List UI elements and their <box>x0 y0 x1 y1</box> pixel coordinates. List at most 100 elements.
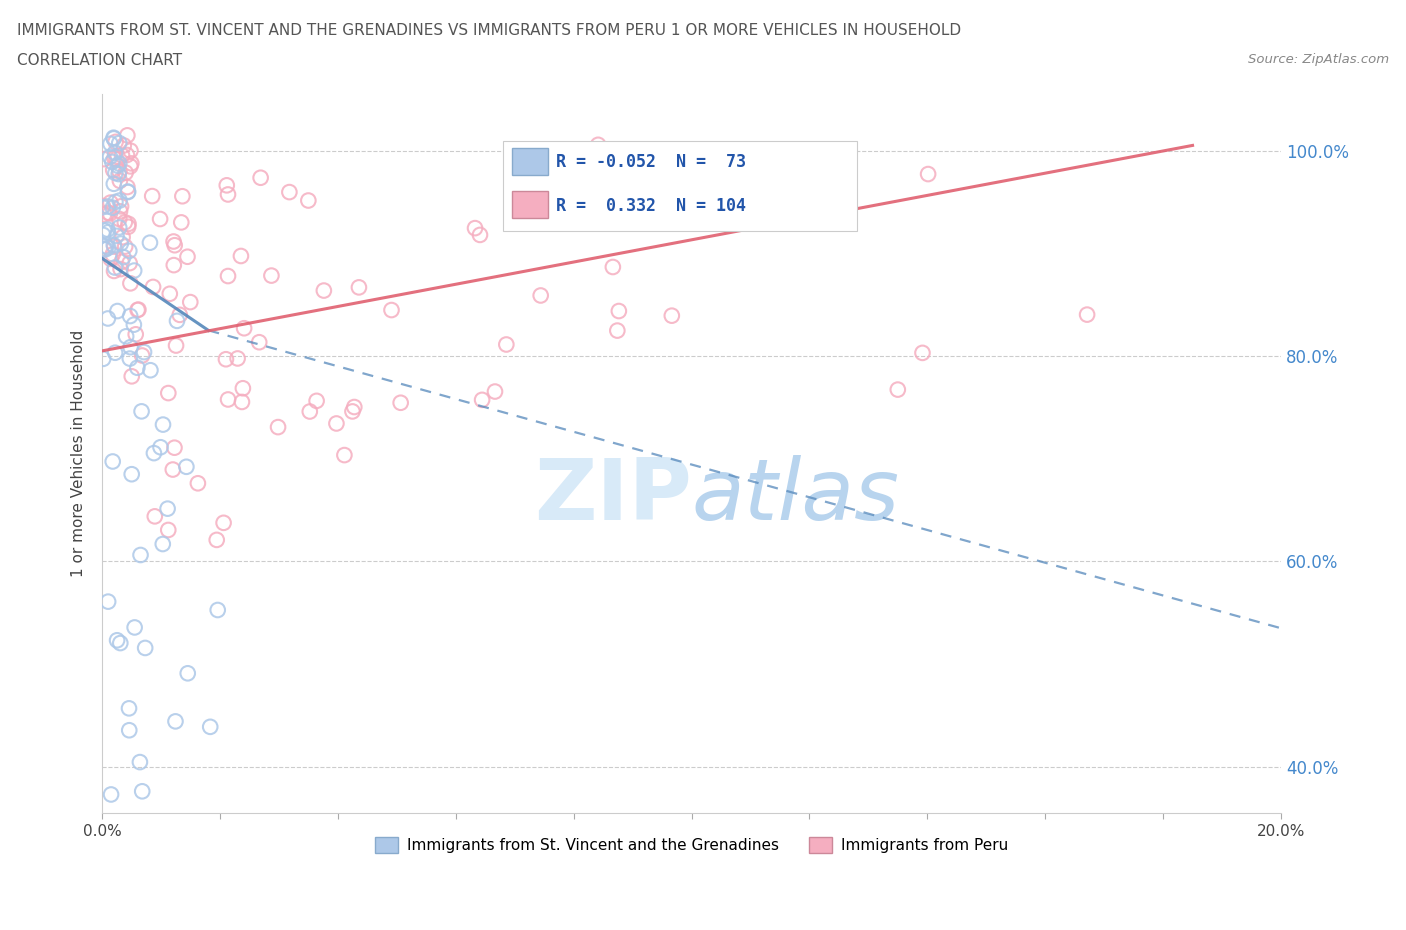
Point <box>215 178 238 193</box>
Point <box>105 152 128 166</box>
Point <box>97 206 120 220</box>
Point <box>187 476 209 491</box>
Point <box>215 352 238 366</box>
Point <box>217 392 239 407</box>
Point <box>342 404 364 418</box>
Point <box>93 242 115 257</box>
Point <box>120 143 142 158</box>
Point <box>205 533 228 548</box>
Point <box>607 303 630 318</box>
Point <box>103 239 125 254</box>
Point <box>111 148 134 163</box>
Point <box>139 235 162 250</box>
Point <box>602 259 624 274</box>
Point <box>247 335 270 350</box>
Point <box>103 177 125 192</box>
Point <box>162 462 184 477</box>
Point <box>347 280 370 295</box>
Point <box>104 260 127 275</box>
Point <box>93 223 115 238</box>
Point <box>586 138 609 153</box>
Point <box>107 158 129 173</box>
Point <box>124 620 146 635</box>
Point <box>229 248 252 263</box>
Point <box>108 204 131 219</box>
Point <box>117 179 139 194</box>
Point <box>114 166 136 180</box>
Point <box>94 242 117 257</box>
Point <box>103 263 125 278</box>
Point <box>129 548 152 563</box>
Point <box>389 395 412 410</box>
Point <box>149 211 172 226</box>
Point <box>125 326 148 341</box>
Point <box>91 200 114 215</box>
Point <box>298 404 321 418</box>
FancyBboxPatch shape <box>503 140 856 231</box>
Point <box>121 467 143 482</box>
Point <box>165 339 187 353</box>
Point <box>108 173 131 188</box>
Point <box>114 215 136 230</box>
Point <box>139 363 162 378</box>
Text: R =  0.332  N = 104: R = 0.332 N = 104 <box>555 196 747 215</box>
Bar <box>512 192 548 219</box>
Point <box>91 352 114 366</box>
Point <box>114 239 136 254</box>
Point <box>231 394 253 409</box>
Point <box>118 244 141 259</box>
Point <box>142 445 165 460</box>
Point <box>104 194 127 209</box>
Text: CORRELATION CHART: CORRELATION CHART <box>17 53 181 68</box>
Point <box>91 228 114 243</box>
Point <box>117 184 139 199</box>
Point <box>606 323 628 338</box>
Point <box>152 418 174 432</box>
Point <box>152 537 174 551</box>
Point <box>112 249 135 264</box>
Point <box>134 641 156 656</box>
Point <box>103 130 125 145</box>
Point <box>122 263 145 278</box>
Point <box>233 321 256 336</box>
Point <box>100 251 122 266</box>
Point <box>163 440 186 455</box>
Point <box>94 239 117 254</box>
Point <box>278 185 301 200</box>
Point <box>97 594 120 609</box>
Point <box>110 236 132 251</box>
Point <box>103 131 125 146</box>
Point <box>530 288 553 303</box>
Point <box>98 206 121 221</box>
Point <box>97 199 120 214</box>
Point <box>163 238 186 253</box>
Point <box>226 351 249 365</box>
Bar <box>512 148 548 176</box>
Point <box>104 345 127 360</box>
Point <box>108 211 131 226</box>
Point <box>157 386 180 401</box>
Point <box>117 184 139 199</box>
Point <box>118 723 141 737</box>
Point <box>159 286 181 301</box>
Point <box>911 345 934 360</box>
Point <box>120 159 142 174</box>
Point <box>143 509 166 524</box>
Point <box>127 302 149 317</box>
Point <box>111 230 134 245</box>
Point <box>107 303 129 318</box>
Point <box>100 137 122 152</box>
Point <box>127 360 149 375</box>
Point <box>103 163 125 178</box>
Point <box>172 189 194 204</box>
Point <box>93 152 115 166</box>
Point <box>98 150 121 165</box>
Point <box>169 308 191 323</box>
Point <box>101 200 124 215</box>
Point <box>97 240 120 255</box>
Point <box>97 225 120 240</box>
Point <box>305 393 328 408</box>
Point <box>122 317 145 332</box>
Point <box>131 404 153 418</box>
Point <box>107 166 129 181</box>
